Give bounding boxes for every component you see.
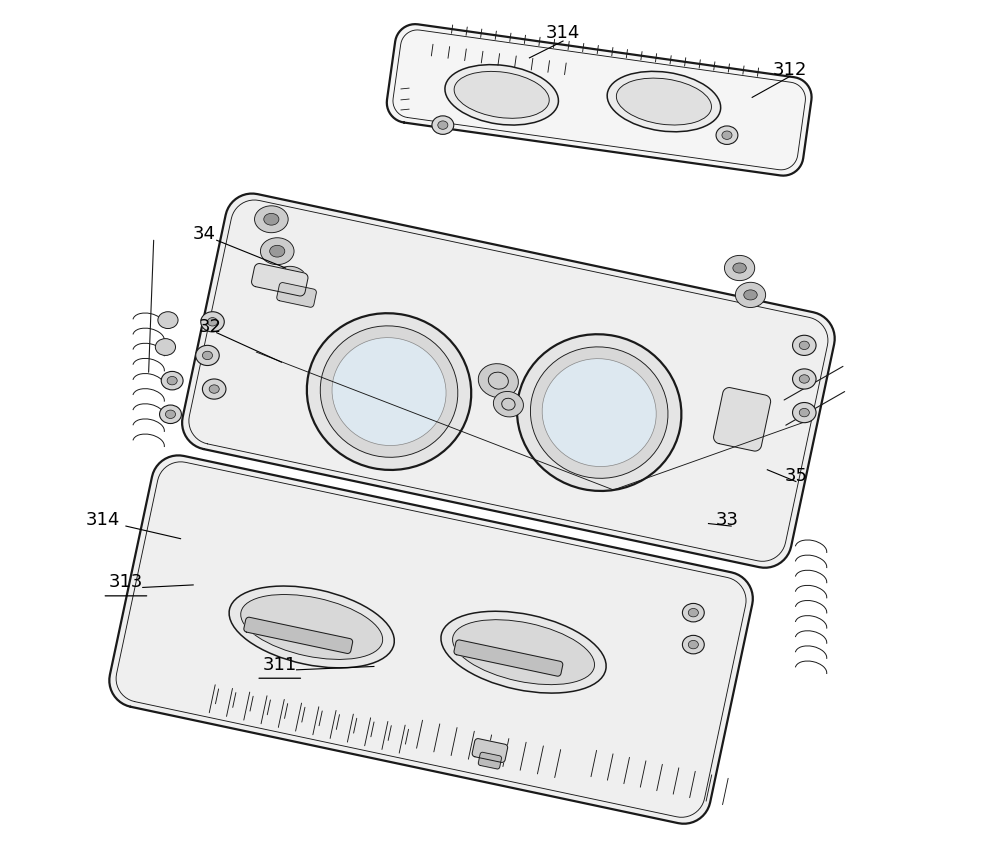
Ellipse shape bbox=[793, 369, 816, 389]
Text: 312: 312 bbox=[773, 61, 807, 78]
Polygon shape bbox=[472, 738, 508, 762]
Ellipse shape bbox=[432, 116, 454, 135]
Ellipse shape bbox=[688, 609, 698, 617]
Ellipse shape bbox=[454, 72, 549, 118]
Ellipse shape bbox=[793, 402, 816, 423]
Polygon shape bbox=[277, 283, 316, 307]
Ellipse shape bbox=[438, 121, 448, 130]
Ellipse shape bbox=[493, 392, 523, 417]
Text: 314: 314 bbox=[86, 511, 120, 529]
Ellipse shape bbox=[161, 371, 183, 390]
Ellipse shape bbox=[733, 263, 746, 273]
Ellipse shape bbox=[332, 338, 446, 445]
Ellipse shape bbox=[165, 410, 176, 418]
Polygon shape bbox=[478, 752, 502, 769]
Polygon shape bbox=[109, 456, 753, 823]
Ellipse shape bbox=[682, 636, 704, 654]
Ellipse shape bbox=[744, 290, 757, 300]
Ellipse shape bbox=[478, 364, 518, 397]
Ellipse shape bbox=[441, 611, 606, 693]
Polygon shape bbox=[244, 617, 353, 653]
Ellipse shape bbox=[799, 375, 809, 383]
Ellipse shape bbox=[255, 205, 288, 232]
Ellipse shape bbox=[155, 338, 176, 355]
Text: 34: 34 bbox=[193, 226, 216, 243]
Ellipse shape bbox=[196, 345, 219, 365]
Ellipse shape bbox=[724, 255, 755, 280]
Polygon shape bbox=[714, 387, 771, 451]
Ellipse shape bbox=[799, 408, 809, 417]
Ellipse shape bbox=[716, 126, 738, 145]
Ellipse shape bbox=[202, 351, 213, 360]
Ellipse shape bbox=[722, 131, 732, 140]
Polygon shape bbox=[182, 194, 835, 568]
Ellipse shape bbox=[530, 347, 668, 478]
Ellipse shape bbox=[264, 213, 279, 225]
Ellipse shape bbox=[260, 237, 294, 264]
Ellipse shape bbox=[201, 312, 224, 332]
Text: 314: 314 bbox=[546, 24, 580, 41]
Ellipse shape bbox=[307, 313, 471, 470]
Ellipse shape bbox=[320, 326, 458, 457]
Text: 33: 33 bbox=[715, 511, 738, 529]
Text: 313: 313 bbox=[109, 573, 143, 591]
Ellipse shape bbox=[270, 245, 285, 257]
Ellipse shape bbox=[517, 334, 681, 491]
Ellipse shape bbox=[282, 274, 297, 285]
Ellipse shape bbox=[502, 398, 515, 410]
Polygon shape bbox=[387, 24, 812, 176]
Ellipse shape bbox=[542, 359, 656, 466]
Ellipse shape bbox=[682, 604, 704, 622]
Polygon shape bbox=[454, 640, 563, 676]
Ellipse shape bbox=[445, 65, 558, 125]
Ellipse shape bbox=[207, 317, 218, 326]
Ellipse shape bbox=[209, 385, 219, 393]
Ellipse shape bbox=[488, 372, 508, 389]
Ellipse shape bbox=[158, 312, 178, 328]
Ellipse shape bbox=[735, 282, 766, 307]
Text: 35: 35 bbox=[784, 466, 807, 485]
Ellipse shape bbox=[241, 594, 383, 659]
Ellipse shape bbox=[793, 335, 816, 355]
Ellipse shape bbox=[799, 341, 809, 349]
Ellipse shape bbox=[273, 266, 307, 293]
Ellipse shape bbox=[688, 641, 698, 649]
Ellipse shape bbox=[229, 586, 394, 668]
Ellipse shape bbox=[616, 78, 711, 125]
Text: 32: 32 bbox=[198, 317, 221, 336]
Text: 311: 311 bbox=[263, 656, 297, 674]
Ellipse shape bbox=[202, 379, 226, 399]
Ellipse shape bbox=[160, 405, 181, 424]
Ellipse shape bbox=[453, 620, 595, 685]
Ellipse shape bbox=[607, 72, 721, 131]
Ellipse shape bbox=[167, 376, 177, 385]
Polygon shape bbox=[252, 264, 308, 296]
